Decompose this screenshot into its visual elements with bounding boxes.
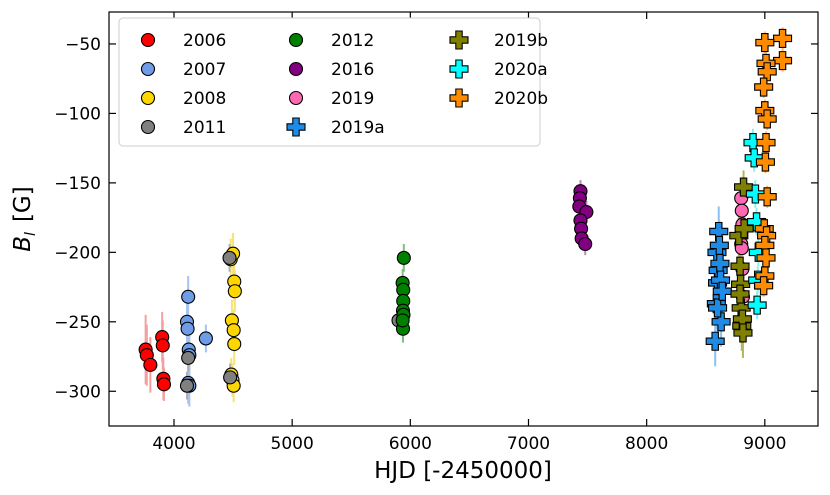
legend-marker	[140, 32, 156, 48]
x-tick-label: 8000	[625, 434, 668, 454]
data-point	[223, 370, 238, 385]
data-point	[773, 28, 793, 48]
y-axis-label: Bl [G]	[10, 186, 39, 251]
data-point	[227, 284, 242, 299]
data-point	[747, 295, 767, 315]
data-point	[396, 250, 411, 265]
legend-marker	[449, 88, 469, 108]
legend-marker	[449, 30, 469, 50]
data-point	[179, 378, 195, 393]
data-point	[745, 184, 765, 204]
data-point	[156, 377, 171, 392]
y-tick-label: −200	[54, 243, 101, 263]
x-tick-label: 6000	[389, 434, 432, 454]
legend-label: 2020a	[494, 60, 548, 80]
data-point	[744, 148, 764, 168]
data-point	[757, 62, 777, 82]
legend-marker	[140, 61, 156, 77]
y-axis-label-symbol: B	[10, 236, 36, 252]
plot-area-frame	[108, 11, 819, 427]
data-point	[705, 331, 725, 351]
data-point	[734, 203, 749, 218]
data-point	[181, 350, 196, 365]
data-point	[730, 284, 750, 304]
legend-marker	[286, 117, 306, 137]
data-point	[155, 338, 170, 353]
y-tick-label: −300	[54, 382, 101, 402]
data-point	[181, 289, 196, 304]
data-point	[711, 312, 731, 332]
data-point	[755, 33, 775, 53]
data-point	[180, 321, 195, 336]
legend-marker	[288, 32, 304, 48]
data-point	[222, 250, 237, 265]
svg-text:Bl[G]: Bl [G]	[10, 186, 39, 251]
data-point	[227, 336, 242, 352]
data-markers	[138, 28, 793, 393]
x-axis-label: HJD [-2450000]	[374, 458, 552, 484]
legend-label: 2008	[183, 89, 226, 109]
legend-marker	[288, 90, 304, 106]
data-point	[773, 51, 793, 71]
x-tick-label: 9000	[743, 434, 786, 454]
y-tick-label: −150	[54, 174, 101, 194]
data-point	[755, 152, 775, 172]
data-point	[395, 313, 410, 328]
data-point	[198, 331, 213, 346]
x-axis-ticks: 4000 5000 6000 7000 8000 9000	[152, 12, 786, 454]
y-tick-label: −100	[54, 104, 101, 124]
legend-label: 2020b	[494, 89, 548, 109]
legend-marker	[140, 119, 156, 135]
data-point	[756, 133, 776, 153]
x-tick-label: 7000	[507, 434, 550, 454]
data-point	[226, 323, 241, 338]
data-point	[733, 323, 753, 343]
legend-label: 2019b	[494, 31, 548, 51]
legend-marker	[288, 61, 304, 77]
data-point	[757, 109, 777, 129]
data-point	[757, 187, 777, 207]
x-tick-label: 4000	[152, 434, 195, 454]
legend-label: 2007	[183, 60, 226, 80]
legend-label: 2019	[331, 89, 374, 109]
legend-label: 2019a	[331, 118, 385, 138]
legend-label: 2016	[331, 60, 374, 80]
data-point	[712, 281, 732, 301]
data-point	[756, 248, 776, 268]
legend-marker	[140, 90, 156, 106]
data-point	[754, 276, 774, 296]
y-tick-label: −250	[54, 313, 101, 333]
data-point	[578, 236, 593, 252]
legend-label: 2011	[183, 118, 226, 138]
data-point	[708, 298, 728, 318]
y-axis-label-unit: [G]	[10, 186, 36, 222]
y-tick-label: −50	[65, 35, 101, 55]
x-tick-label: 5000	[271, 434, 314, 454]
legend-label: 2006	[183, 31, 226, 51]
legend-label: 2012	[331, 31, 374, 51]
legend-box	[118, 17, 541, 147]
data-point	[143, 357, 158, 372]
y-axis-ticks: −300 −250 −200 −150 −100 −50	[54, 35, 818, 402]
data-point	[754, 77, 774, 97]
y-axis-label-subscript: l	[23, 232, 39, 236]
legend: 2006 2007 2008 2011 2012 2016 2019 2019a 2019b 20…	[118, 17, 548, 147]
legend-marker	[449, 59, 469, 79]
